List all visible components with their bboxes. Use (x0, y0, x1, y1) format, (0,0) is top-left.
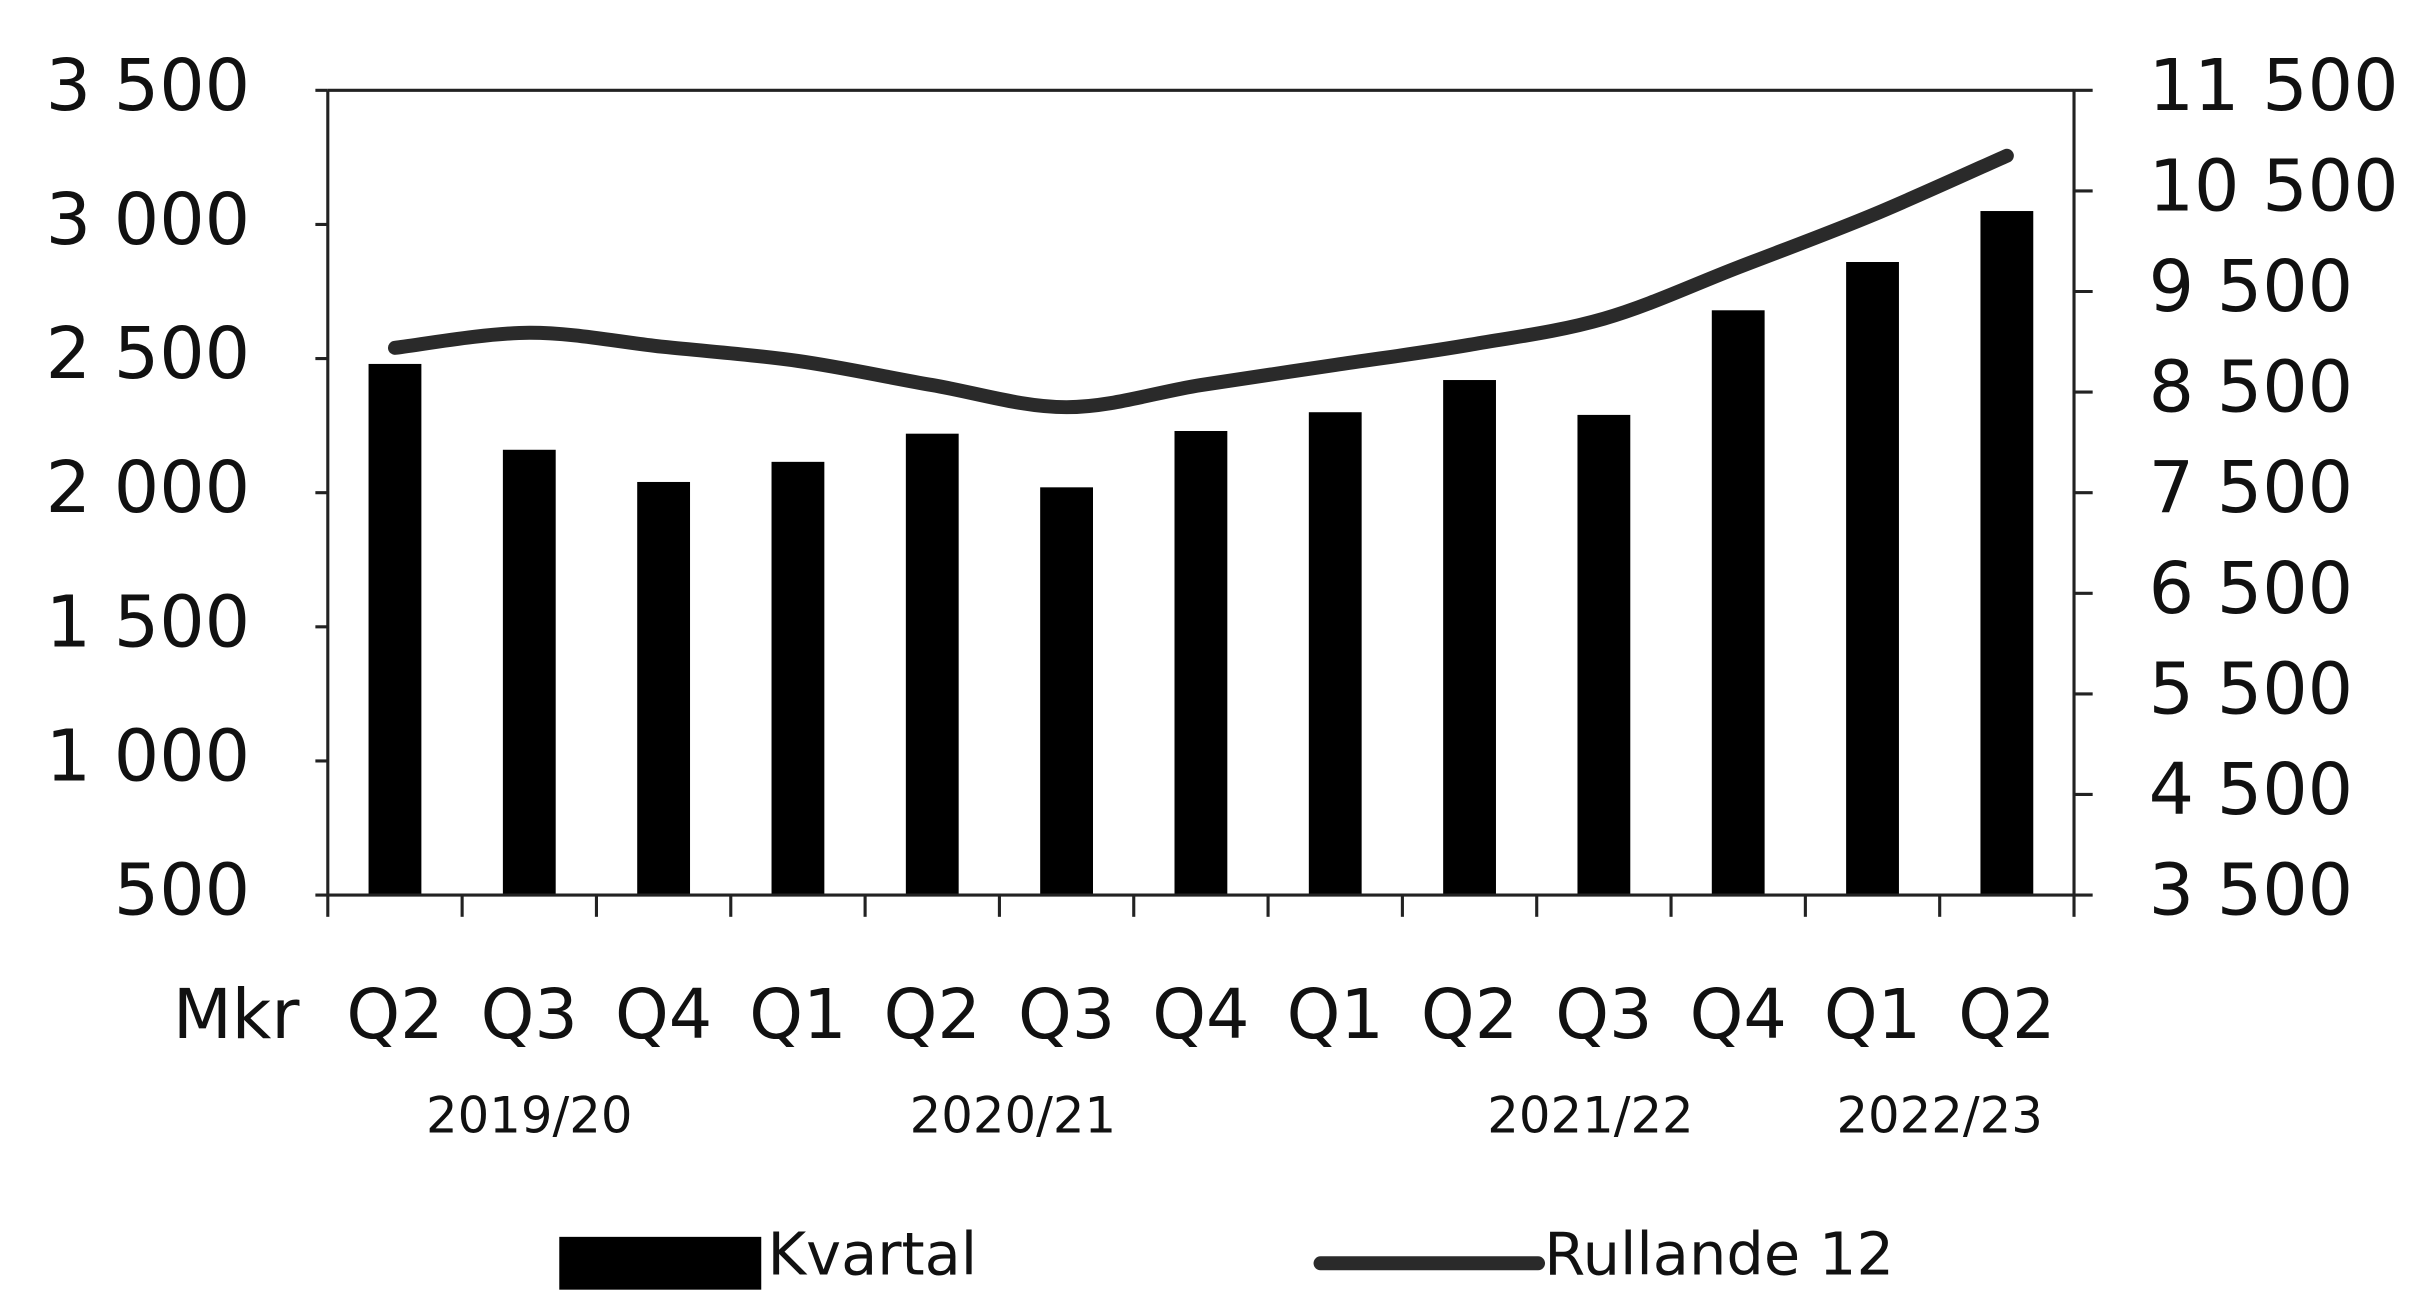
x-tick-label: Q3 (1018, 976, 1115, 1055)
bar (771, 461, 825, 896)
legend-swatch (559, 1236, 762, 1290)
y2-tick-label: 5 500 (2149, 647, 2354, 730)
y2-tick-label: 7 500 (2149, 446, 2354, 529)
x-tick-label: Q1 (1287, 976, 1384, 1055)
y2-tick-label: 11 500 (2149, 44, 2399, 127)
x-tick-label: Q2 (1421, 976, 1518, 1055)
y-tick-label: 3 500 (46, 44, 251, 127)
x-tick-label: Q4 (1690, 976, 1787, 1055)
y-axis-label: Mkr (173, 976, 301, 1055)
y2-tick-label: 9 500 (2149, 245, 2354, 328)
x-tick-label: Q4 (1152, 976, 1249, 1055)
y-tick-label: 1 500 (46, 580, 251, 663)
x-tick-label: Q1 (1824, 976, 1921, 1055)
x-tick-label: Q4 (615, 976, 712, 1055)
y-tick-label: 2 000 (46, 446, 251, 529)
y2-tick-label: 8 500 (2149, 346, 2354, 429)
bar (637, 481, 691, 896)
bar (502, 449, 556, 896)
x-tick-label: Q1 (749, 976, 846, 1055)
x-tick-label: Q3 (481, 976, 578, 1055)
y-tick-label: 500 (114, 849, 250, 932)
bar (1577, 414, 1631, 896)
line (387, 148, 2014, 415)
bar (1308, 412, 1362, 896)
y2-tick-label: 6 500 (2149, 547, 2354, 630)
x-tick-label: Q2 (346, 976, 443, 1055)
legend-label: Rullande 12 (1544, 1220, 1894, 1289)
bar (1040, 487, 1093, 896)
legend-label: Kvartal (767, 1220, 977, 1289)
period-label: 2020/21 (910, 1086, 1116, 1144)
y2-tick-label: 10 500 (2149, 144, 2399, 227)
y2-tick-label: 3 500 (2149, 849, 2354, 932)
y-tick-label: 3 000 (46, 178, 251, 261)
period-label: 2021/22 (1487, 1086, 1693, 1144)
bar (368, 363, 422, 896)
x-tick-label: Q3 (1555, 976, 1652, 1055)
period-label: 2019/20 (426, 1086, 632, 1144)
y2-tick-label: 4 500 (2149, 748, 2354, 831)
y-tick-label: 1 000 (46, 714, 251, 797)
bar (1711, 310, 1765, 896)
period-label: 2022/23 (1836, 1086, 2042, 1144)
bar (1980, 211, 2034, 896)
bar (1174, 430, 1228, 896)
x-tick-label: Q2 (1958, 976, 2055, 1055)
x-tick-label: Q2 (884, 976, 981, 1055)
bar (1846, 262, 1899, 896)
bar (1443, 380, 1496, 896)
bar (905, 433, 959, 896)
y-tick-label: 2 500 (46, 312, 251, 395)
